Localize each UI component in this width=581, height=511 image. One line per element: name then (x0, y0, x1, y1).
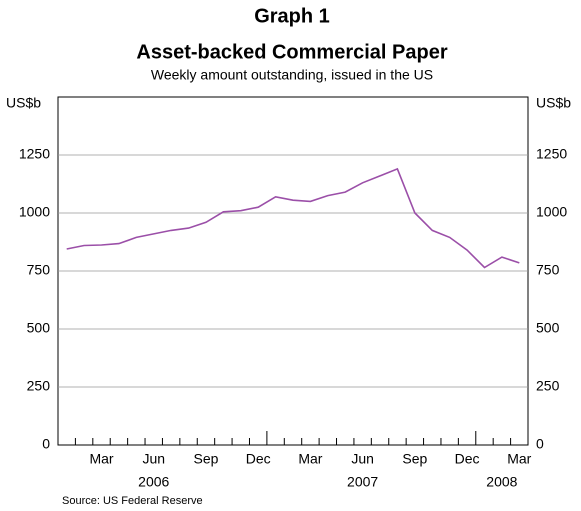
x-tick-label: Sep (194, 451, 219, 467)
x-tick-label: Mar (298, 451, 322, 467)
y-tick-label: 750 (27, 262, 51, 278)
data-line (66, 167, 520, 269)
y-axis-label: US$b (6, 95, 41, 111)
y2-tick-label: 1250 (536, 146, 567, 162)
x-tick-label: Dec (246, 451, 271, 467)
y2-tick-label: 0 (536, 436, 544, 452)
year-label: 2008 (486, 474, 517, 490)
y-tick-label: 500 (27, 320, 51, 336)
chart-subtitle: Weekly amount outstanding, issued in the… (151, 67, 433, 83)
x-tick-label: Jun (142, 451, 165, 467)
x-tick-label: Mar (89, 451, 113, 467)
year-label: 2006 (138, 474, 169, 490)
y2-tick-label: 500 (536, 320, 560, 336)
chart-title: Asset-backed Commercial Paper (136, 41, 447, 63)
y2-tick-label: 750 (536, 262, 560, 278)
y-tick-label: 0 (42, 436, 50, 452)
y2-tick-label: 1000 (536, 204, 567, 220)
y-tick-label: 1250 (19, 146, 50, 162)
graph-label: Graph 1 (254, 5, 330, 27)
y2-tick-label: 250 (536, 378, 560, 394)
x-tick-label: Dec (455, 451, 480, 467)
x-tick-label: Sep (402, 451, 427, 467)
y-tick-label: 250 (27, 378, 51, 394)
y-tick-label: 1000 (19, 204, 50, 220)
source-note: Source: US Federal Reserve (62, 495, 203, 507)
y2-axis-label: US$b (536, 95, 571, 111)
year-label: 2007 (347, 474, 378, 490)
x-tick-label: Jun (351, 451, 374, 467)
x-tick-label: Mar (507, 451, 531, 467)
